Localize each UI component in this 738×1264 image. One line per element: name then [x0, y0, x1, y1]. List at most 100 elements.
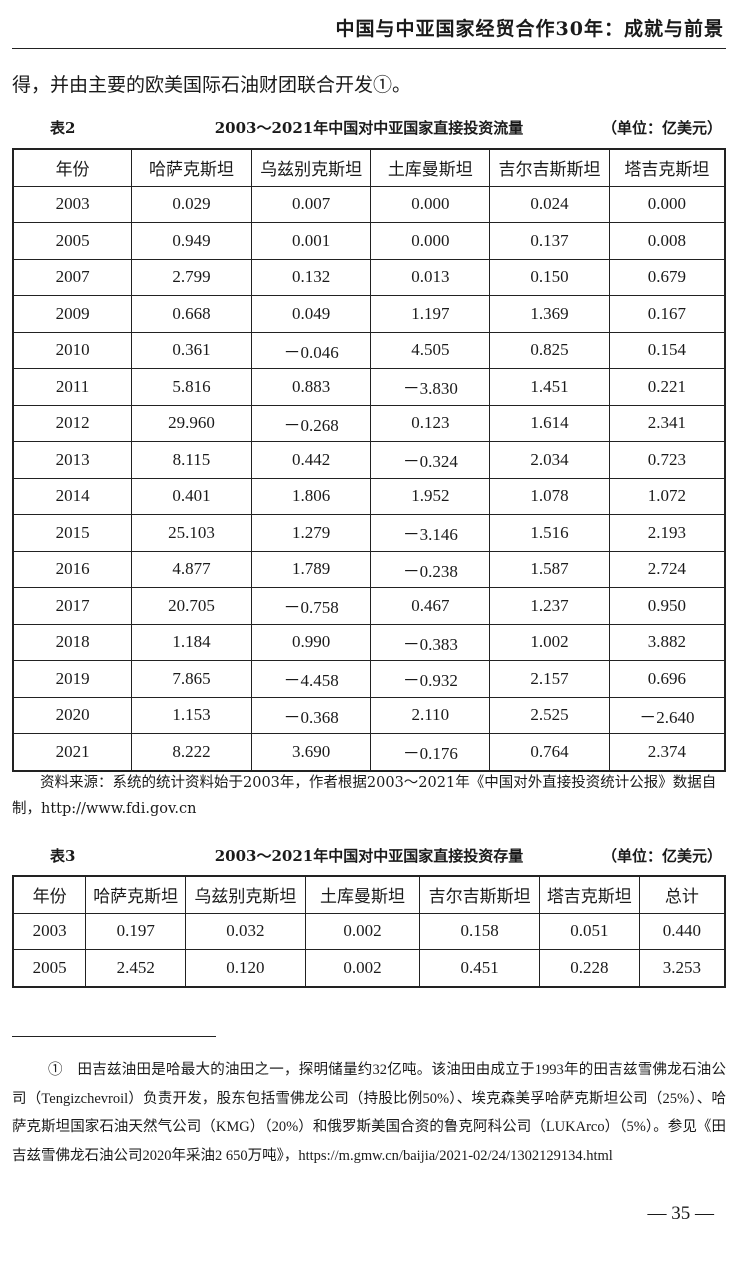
body-paragraph: 得，并由主要的欧美国际石油财团联合开发①。: [12, 74, 412, 96]
table-row: 2018 1.184 0.990 －0.383 1.002 3.882: [12, 623, 726, 661]
table-row: 2015 25.103 1.279 －3.146 1.516 2.193: [12, 514, 726, 552]
year-cell: 2009: [12, 295, 133, 333]
value-cell: 0.049: [250, 295, 372, 333]
table-row: 2003 0.197 0.032 0.002 0.158 0.051 0.440: [12, 912, 726, 950]
table-row: 2020 1.153 －0.368 2.110 2.525 －2.640: [12, 696, 726, 734]
year-cell: 2005: [12, 949, 87, 987]
year-cell: 2017: [12, 587, 133, 625]
value-cell: 2.157: [489, 660, 610, 698]
value-cell: 0.158: [419, 912, 540, 950]
year-cell: 2003: [12, 912, 87, 950]
value-cell: 2.374: [608, 733, 726, 771]
value-cell: 0.167: [608, 295, 726, 333]
table-row: 2011 5.816 0.883 －3.830 1.451 0.221: [12, 368, 726, 406]
column-header: 土库曼斯坦: [304, 875, 421, 914]
value-cell: 4.877: [131, 550, 252, 588]
value-cell: －2.640: [608, 696, 726, 734]
footnote-rule: [12, 1036, 216, 1037]
value-cell: 1.516: [489, 514, 610, 552]
year-cell: 2013: [12, 441, 133, 479]
value-cell: 0.000: [370, 222, 491, 260]
column-header: 吉尔吉斯斯坦: [489, 148, 610, 187]
column-header: 土库曼斯坦: [370, 148, 491, 187]
table-header-row: 年份 哈萨克斯坦 乌兹别克斯坦 土库曼斯坦 吉尔吉斯斯坦 塔吉克斯坦 总计: [12, 875, 726, 914]
value-cell: －0.176: [370, 733, 491, 771]
year-cell: 2014: [12, 477, 133, 515]
table-row: 2019 7.865 －4.458 －0.932 2.157 0.696: [12, 660, 726, 698]
year-cell: 2019: [12, 660, 133, 698]
value-cell: －3.830: [370, 368, 491, 406]
column-header: 哈萨克斯坦: [85, 875, 187, 914]
value-cell: 1.789: [250, 550, 372, 588]
value-cell: －0.046: [250, 331, 372, 369]
value-cell: 0.950: [608, 587, 726, 625]
value-cell: 0.051: [538, 912, 640, 950]
value-cell: －0.758: [250, 587, 372, 625]
value-cell: 1.184: [131, 623, 252, 661]
year-cell: 2003: [12, 185, 133, 223]
table2-number: 表2: [50, 119, 76, 137]
value-cell: 0.825: [489, 331, 610, 369]
column-header: 塔吉克斯坦: [538, 875, 640, 914]
value-cell: 0.007: [250, 185, 372, 223]
value-cell: 7.865: [131, 660, 252, 698]
table3-unit: （单位：亿美元）: [601, 847, 722, 865]
value-cell: 0.123: [370, 404, 491, 442]
value-cell: 1.197: [370, 295, 491, 333]
year-cell: 2016: [12, 550, 133, 588]
value-cell: －4.458: [250, 660, 372, 698]
value-cell: 0.723: [608, 441, 726, 479]
year-cell: 2018: [12, 623, 133, 661]
value-cell: 2.341: [608, 404, 726, 442]
table-row: 2016 4.877 1.789 －0.238 1.587 2.724: [12, 550, 726, 588]
value-cell: －0.324: [370, 441, 491, 479]
value-cell: 0.451: [419, 949, 540, 987]
value-cell: 0.990: [250, 623, 372, 661]
column-header: 年份: [12, 148, 133, 187]
page-number: — 35 —: [647, 1203, 715, 1224]
value-cell: 0.029: [131, 185, 252, 223]
value-cell: 0.137: [489, 222, 610, 260]
table-row: 2021 8.222 3.690 －0.176 0.764 2.374: [12, 733, 726, 771]
value-cell: 0.442: [250, 441, 372, 479]
value-cell: 3.690: [250, 733, 372, 771]
column-header: 乌兹别克斯坦: [185, 875, 306, 914]
value-cell: 0.008: [608, 222, 726, 260]
value-cell: 3.253: [638, 949, 726, 987]
value-cell: －0.268: [250, 404, 372, 442]
value-cell: 0.001: [250, 222, 372, 260]
value-cell: 0.150: [489, 258, 610, 296]
value-cell: 5.816: [131, 368, 252, 406]
value-cell: 1.587: [489, 550, 610, 588]
value-cell: 0.401: [131, 477, 252, 515]
table-header-row: 年份 哈萨克斯坦 乌兹别克斯坦 土库曼斯坦 吉尔吉斯斯坦 塔吉克斯坦: [12, 148, 726, 187]
table-row: 2014 0.401 1.806 1.952 1.078 1.072: [12, 477, 726, 515]
value-cell: 1.237: [489, 587, 610, 625]
value-cell: －0.383: [370, 623, 491, 661]
value-cell: 0.361: [131, 331, 252, 369]
value-cell: 2.452: [85, 949, 187, 987]
value-cell: 20.705: [131, 587, 252, 625]
column-header: 总计: [638, 875, 726, 914]
value-cell: 0.949: [131, 222, 252, 260]
year-cell: 2007: [12, 258, 133, 296]
value-cell: 0.883: [250, 368, 372, 406]
table-row: 2005 2.452 0.120 0.002 0.451 0.228 3.253: [12, 949, 726, 987]
table2: 年份 哈萨克斯坦 乌兹别克斯坦 土库曼斯坦 吉尔吉斯斯坦 塔吉克斯坦 2003 0.029 0.…: [12, 148, 726, 772]
value-cell: 8.115: [131, 441, 252, 479]
table2-source: 资料来源：系统的统计资料始于2003年，作者根据2003～2021年《中国对外直…: [12, 775, 717, 817]
table-row: 2009 0.668 0.049 1.197 1.369 0.167: [12, 295, 726, 333]
year-cell: 2010: [12, 331, 133, 369]
value-cell: 0.013: [370, 258, 491, 296]
value-cell: 0.668: [131, 295, 252, 333]
value-cell: 0.197: [85, 912, 187, 950]
value-cell: 0.032: [185, 912, 306, 950]
year-cell: 2020: [12, 696, 133, 734]
value-cell: 2.193: [608, 514, 726, 552]
column-header: 乌兹别克斯坦: [250, 148, 372, 187]
value-cell: 0.221: [608, 368, 726, 406]
value-cell: 1.153: [131, 696, 252, 734]
table-row: 2017 20.705 －0.758 0.467 1.237 0.950: [12, 587, 726, 625]
value-cell: 4.505: [370, 331, 491, 369]
header-rule: [12, 48, 726, 49]
